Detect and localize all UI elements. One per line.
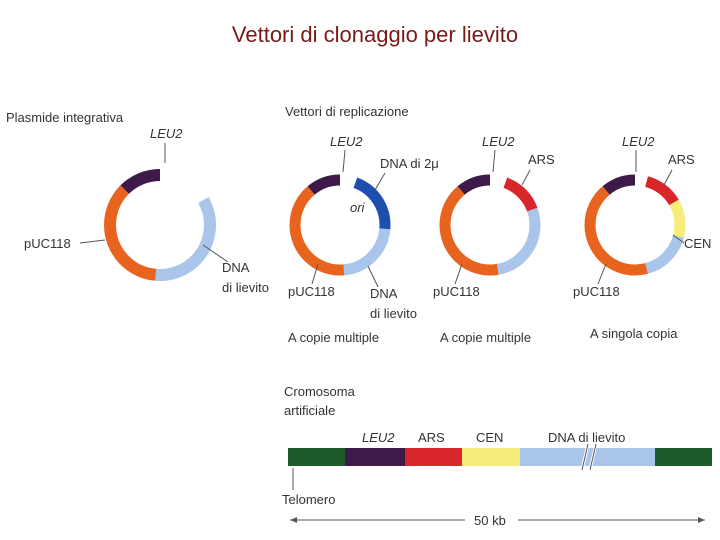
leu2-segment [104, 169, 216, 281]
ars-segment [405, 448, 462, 466]
dna-segment [104, 169, 216, 281]
label: DNA di 2μ [380, 156, 439, 171]
title: Vettori di clonaggio per lievito [232, 22, 518, 47]
label: DNA [222, 260, 250, 275]
puc-segment [439, 174, 541, 276]
telomere-segment [655, 448, 712, 466]
label: di lievito [370, 306, 417, 321]
caption: A copie multiple [440, 330, 531, 345]
label: LEU2 [330, 134, 363, 149]
leu2-segment [439, 174, 541, 276]
dna-segment [520, 448, 655, 466]
label: ARS [528, 152, 555, 167]
pointer [597, 263, 607, 285]
leu2-segment [584, 174, 686, 276]
leu2-segment [345, 448, 405, 466]
label: LEU2 [150, 126, 183, 141]
label: LEU2 [482, 134, 515, 149]
cen-segment [584, 174, 686, 276]
leu2-segment [289, 174, 391, 276]
pointer [342, 149, 346, 173]
caption: A singola copia [590, 326, 678, 341]
puc-segment [289, 174, 391, 276]
pointer [521, 169, 531, 186]
label: DNA di lievito [548, 430, 625, 445]
cen-segment [462, 448, 520, 466]
integrative-plasmid: Plasmide integrativa LEU2 pUC118 DNA di … [6, 110, 269, 295]
label: di lievito [222, 280, 269, 295]
label: ARS [668, 152, 695, 167]
label: CEN [476, 430, 503, 445]
pointer [79, 239, 106, 244]
artificial-chromosome: Cromosoma artificiale LEU2 ARS CEN DNA d… [282, 384, 712, 528]
pointer [311, 263, 319, 285]
label: CEN [684, 236, 711, 251]
pointer [367, 265, 379, 288]
label: pUC118 [288, 284, 335, 299]
heading: Cromosoma [284, 384, 356, 399]
pointer [202, 244, 229, 263]
label: pUC118 [24, 236, 71, 251]
2micron-segment [289, 174, 391, 276]
label: ori [350, 200, 366, 215]
puc-segment [104, 169, 216, 281]
puc-segment [584, 174, 686, 276]
heading: artificiale [284, 403, 335, 418]
multicopy-2micron-plasmid: LEU2 DNA di 2μ ori pUC118 DNA di lievito… [288, 134, 439, 345]
label: Telomero [282, 492, 335, 507]
pointer [663, 169, 673, 186]
label: 50 kb [474, 513, 506, 528]
caption: A copie multiple [288, 330, 379, 345]
label: pUC118 [573, 284, 620, 299]
single-copy-plasmid: LEU2 ARS CEN pUC118 A singola copia [573, 134, 711, 341]
label: ARS [418, 430, 445, 445]
label: LEU2 [622, 134, 655, 149]
multicopy-ars-plasmid: LEU2 ARS pUC118 A copie multiple [433, 134, 555, 345]
label: pUC118 [433, 284, 480, 299]
label: LEU2 [362, 430, 395, 445]
heading: Plasmide integrativa [6, 110, 124, 125]
heading: Vettori di replicazione [285, 104, 409, 119]
pointer [492, 149, 496, 173]
break [581, 443, 597, 471]
pointer [672, 234, 685, 244]
pointer [374, 172, 386, 191]
label: DNA [370, 286, 398, 301]
telomere-segment [288, 448, 345, 466]
dna-segment [439, 174, 541, 276]
pointer [454, 263, 463, 285]
